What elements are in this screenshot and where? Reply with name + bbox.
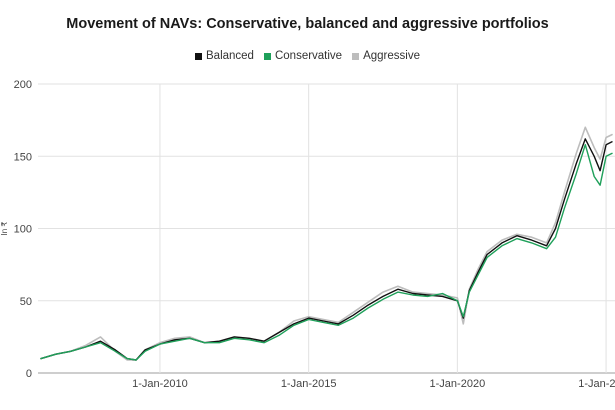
y-tick-label: 0 <box>26 368 32 380</box>
legend-item-conservative[interactable]: Conservative <box>263 50 343 62</box>
y-tick-label: 100 <box>14 224 32 236</box>
x-tick-label: 1-Jan-2020 <box>430 378 486 390</box>
legend-label-conservative: Conservative <box>274 50 343 62</box>
y-tick-label: 50 <box>20 296 32 308</box>
y-tick-label: 150 <box>14 151 32 163</box>
y-tick-label: 200 <box>14 79 32 91</box>
grid-layer <box>38 83 615 374</box>
legend: Balanced Conservative Aggressive <box>0 50 615 62</box>
series-line-conservative <box>40 143 613 361</box>
chart-title: Movement of NAVs: Conservative, balanced… <box>66 16 549 32</box>
y-axis-label: In ₹ <box>0 222 9 236</box>
legend-item-aggressive[interactable]: Aggressive <box>352 50 420 62</box>
x-tick-label: 1-Jan-2010 <box>132 378 188 390</box>
legend-swatch-balanced <box>195 52 202 60</box>
axis-layer: 0 50 100 150 200 1-Jan-2010 1-Jan-2015 1-Jan-20… <box>0 79 615 390</box>
legend-swatch-conservative <box>263 52 271 60</box>
x-tick-label: 1-Jan-2015 <box>281 378 337 390</box>
series-layer <box>40 126 613 361</box>
legend-item-balanced[interactable]: Balanced <box>195 50 254 62</box>
legend-label-aggressive: Aggressive <box>363 50 420 62</box>
series-line-balanced <box>40 138 613 361</box>
series-line-aggressive <box>40 126 613 361</box>
legend-swatch-aggressive <box>352 52 360 60</box>
x-tick-label: 1-Jan-2025 <box>578 378 615 390</box>
legend-label-balanced: Balanced <box>206 50 254 62</box>
